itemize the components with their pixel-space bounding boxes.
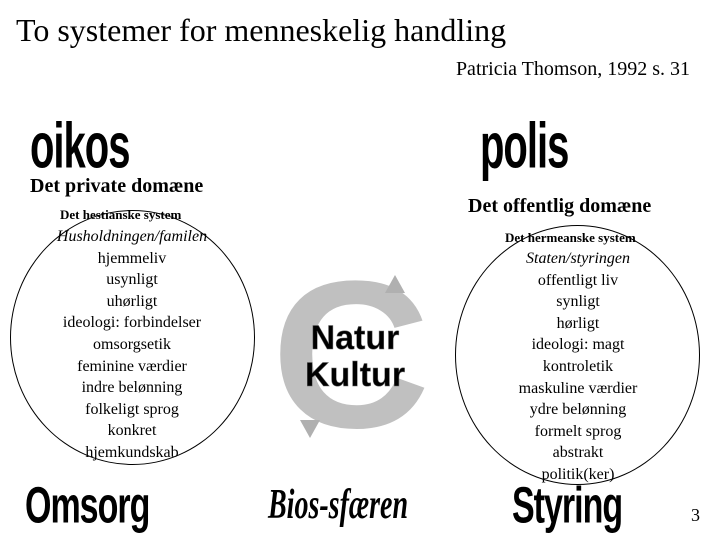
arrow-up-icon (385, 275, 405, 293)
right-list: Staten/styringen offentligt liv synligt … (468, 248, 688, 486)
list-item: uhørligt (22, 291, 242, 313)
left-list: Husholdningen/familen hjemmeliv usynligt… (22, 226, 242, 464)
list-item: abstrakt (468, 442, 688, 464)
list-item: kontroletik (468, 356, 688, 378)
page-number: 3 (691, 505, 700, 526)
center-line1: Natur (285, 320, 425, 357)
list-item: formelt sprog (468, 421, 688, 443)
list-item: usynligt (22, 269, 242, 291)
center-cycle: C Natur Kultur (255, 260, 455, 460)
list-item: hjemkundskab (22, 442, 242, 464)
wordart-styring: Styring (512, 477, 622, 536)
list-item: Husholdningen/familen (22, 226, 242, 248)
center-line2: Kultur (285, 357, 425, 394)
list-item: maskuline værdier (468, 378, 688, 400)
list-item: feminine værdier (22, 356, 242, 378)
wordart-polis: polis (480, 112, 568, 184)
list-item: offentligt liv (468, 270, 688, 292)
wordart-oikos: oikos (30, 112, 129, 184)
wordart-bios: Bios-sfæren (268, 482, 408, 530)
center-text: Natur Kultur (285, 320, 425, 395)
list-item: hørligt (468, 313, 688, 335)
wordart-omsorg: Omsorg (25, 477, 149, 536)
page-title: To systemer for menneskelig handling (16, 12, 506, 49)
citation: Patricia Thomson, 1992 s. 31 (456, 58, 690, 81)
list-item: ydre belønning (468, 399, 688, 421)
list-item: ideologi: magt (468, 334, 688, 356)
list-item: konkret (22, 420, 242, 442)
right-domain-title: Det offentlig domæne (468, 195, 651, 218)
arrow-down-icon (300, 420, 320, 438)
list-item: hjemmeliv (22, 248, 242, 270)
list-item: Staten/styringen (468, 248, 688, 270)
list-item: indre belønning (22, 377, 242, 399)
list-item: ideologi: forbindelser (22, 312, 242, 334)
list-item: folkeligt sprog (22, 399, 242, 421)
list-item: synligt (468, 291, 688, 313)
left-domain-title: Det private domæne (30, 175, 203, 198)
list-item: omsorgsetik (22, 334, 242, 356)
